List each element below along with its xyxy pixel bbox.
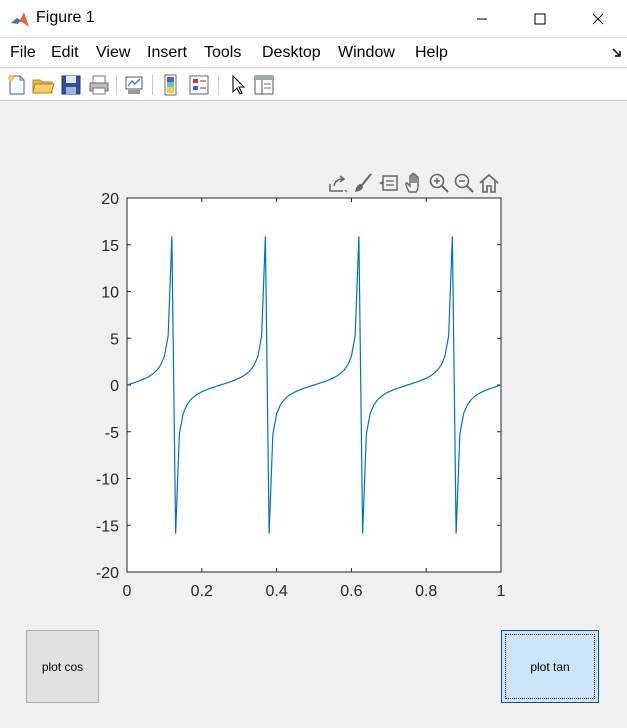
dock-arrow-icon[interactable] bbox=[611, 47, 623, 59]
maximize-button[interactable] bbox=[511, 0, 569, 38]
x-tick-label: 0.4 bbox=[265, 583, 287, 600]
plot-cos-label: plot cos bbox=[41, 659, 84, 674]
property-inspector-icon[interactable] bbox=[252, 73, 276, 97]
x-tick-label: 0.6 bbox=[340, 583, 362, 600]
zoom-out-icon[interactable] bbox=[453, 172, 475, 194]
brush-icon[interactable] bbox=[352, 172, 374, 194]
toolbar-separator bbox=[218, 75, 219, 95]
open-file-icon[interactable] bbox=[31, 73, 55, 97]
new-figure-icon[interactable] bbox=[5, 73, 29, 97]
toolbar-separator bbox=[152, 75, 153, 95]
save-icon[interactable] bbox=[59, 73, 83, 97]
tick-labels: 0 0.2 0.4 0.6 0.8 1 -20 -15 -10 -5 0 5 10 15 20 bbox=[96, 191, 506, 600]
y-tick-label: 20 bbox=[101, 191, 119, 208]
tan-series-line bbox=[126, 236, 502, 534]
figure-toolbar bbox=[0, 69, 627, 101]
y-tick-label: -5 bbox=[105, 425, 119, 442]
insert-legend-icon[interactable] bbox=[187, 73, 211, 97]
export-icon[interactable] bbox=[327, 172, 349, 194]
matlab-logo-icon bbox=[11, 12, 29, 27]
zoom-in-icon[interactable] bbox=[428, 172, 450, 194]
title-bar[interactable]: Figure 1 bbox=[0, 0, 627, 38]
plot-cos-button[interactable]: plot cos bbox=[26, 630, 99, 703]
menu-insert[interactable]: Insert bbox=[147, 44, 188, 61]
menu-window[interactable]: Window bbox=[338, 44, 395, 61]
close-button[interactable] bbox=[569, 0, 627, 38]
print-icon[interactable] bbox=[87, 73, 111, 97]
data-tips-icon[interactable] bbox=[378, 172, 400, 194]
tick-marks bbox=[126, 197, 502, 573]
link-plot-icon[interactable] bbox=[122, 73, 146, 97]
window-title: Figure 1 bbox=[36, 9, 95, 26]
x-tick-label: 0.2 bbox=[191, 583, 213, 600]
y-tick-label: 0 bbox=[110, 378, 119, 395]
focus-ring bbox=[505, 634, 595, 699]
y-tick-label: 10 bbox=[101, 285, 119, 302]
y-tick-label: -20 bbox=[96, 565, 119, 582]
y-tick-label: -10 bbox=[96, 472, 119, 489]
x-tick-label: 0.8 bbox=[415, 583, 437, 600]
home-icon[interactable] bbox=[478, 172, 500, 194]
menu-tools[interactable]: Tools bbox=[204, 44, 242, 61]
menu-view[interactable]: View bbox=[96, 44, 131, 61]
toolbar-separator bbox=[116, 75, 117, 95]
x-tick-label: 1 bbox=[497, 583, 506, 600]
plot-tan-button[interactable]: plot tan bbox=[501, 630, 599, 703]
minimize-button[interactable] bbox=[453, 0, 511, 38]
menu-bar: File Edit View Insert Tools Desktop Wind… bbox=[0, 38, 627, 68]
y-tick-label: 5 bbox=[110, 331, 119, 348]
y-tick-label: 15 bbox=[101, 238, 119, 255]
insert-colorbar-icon[interactable] bbox=[159, 73, 183, 97]
minimize-icon bbox=[477, 18, 487, 20]
menu-desktop[interactable]: Desktop bbox=[262, 44, 321, 61]
edit-plot-icon[interactable] bbox=[226, 73, 250, 97]
pan-icon[interactable] bbox=[403, 172, 425, 194]
maximize-icon bbox=[534, 13, 546, 25]
menu-edit[interactable]: Edit bbox=[51, 44, 79, 61]
menu-help[interactable]: Help bbox=[415, 44, 448, 61]
y-tick-label: -15 bbox=[96, 518, 119, 535]
plot-tan-label: plot tan bbox=[530, 659, 570, 674]
close-icon bbox=[592, 13, 604, 25]
menu-file[interactable]: File bbox=[10, 44, 36, 61]
x-tick-label: 0 bbox=[123, 583, 132, 600]
